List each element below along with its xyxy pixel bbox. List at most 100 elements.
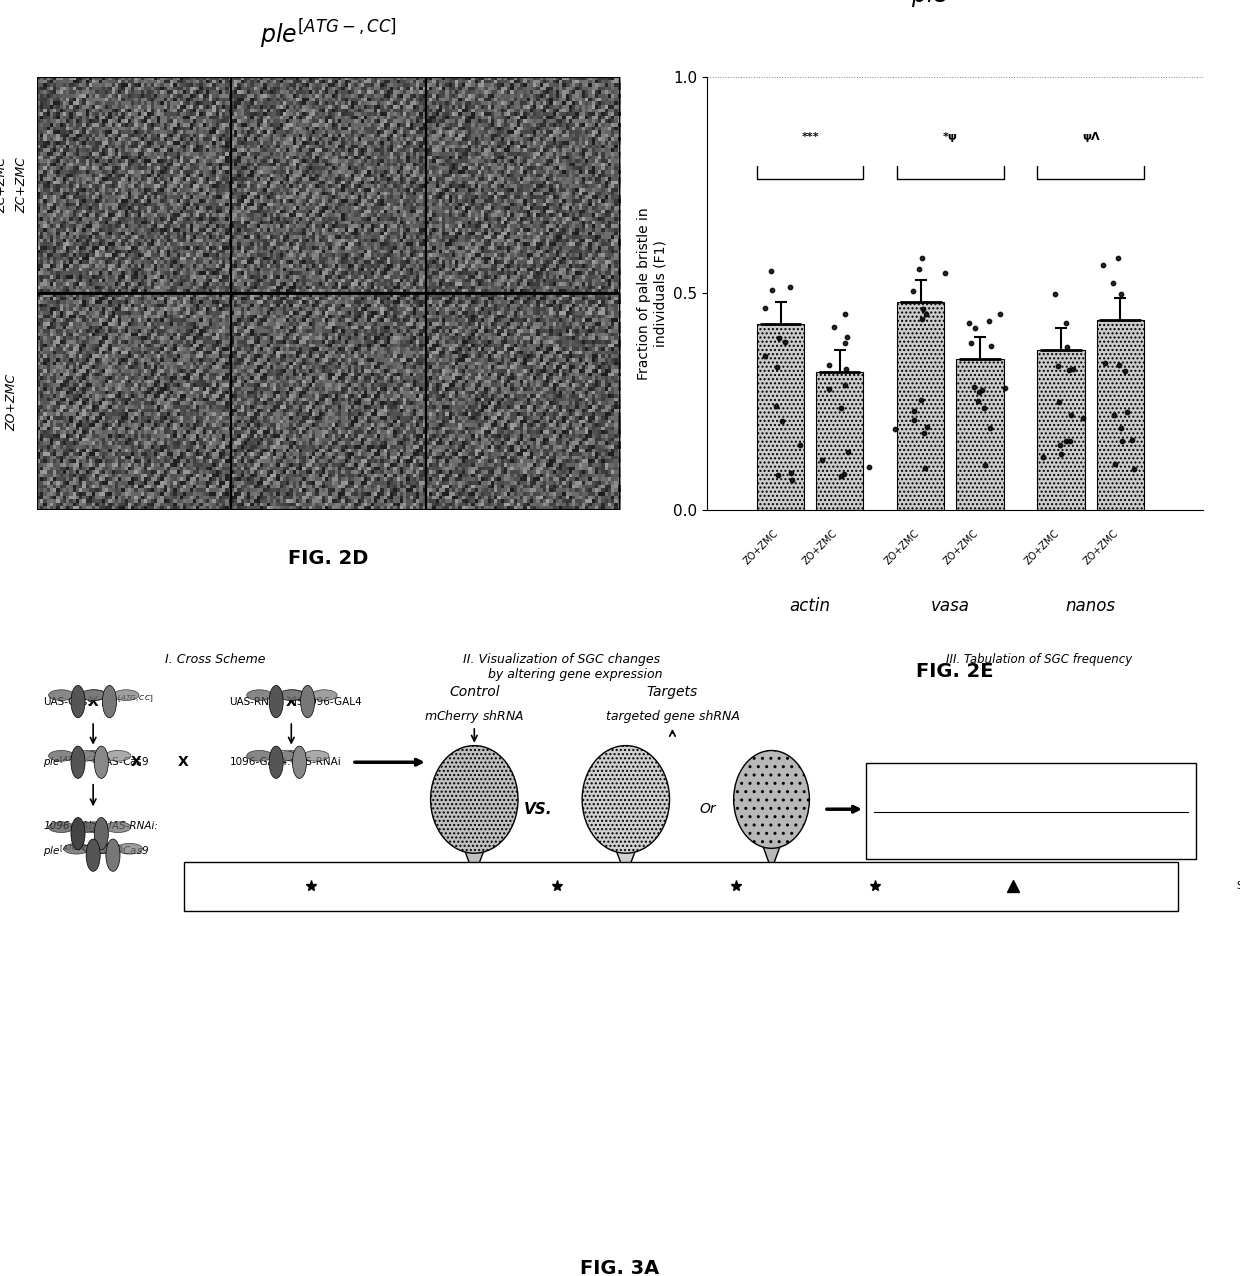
Point — [1056, 337, 1076, 357]
Ellipse shape — [82, 822, 108, 832]
Text: vasa: vasa — [931, 597, 970, 615]
Text: Control: Control — [449, 685, 500, 699]
Ellipse shape — [94, 818, 108, 850]
Point — [980, 417, 999, 438]
Ellipse shape — [280, 750, 305, 762]
Bar — [37, 293, 232, 510]
Point — [996, 378, 1016, 398]
Point — [1049, 435, 1069, 456]
Point — [904, 281, 924, 301]
FancyBboxPatch shape — [184, 863, 1178, 911]
Point — [935, 263, 955, 283]
Text: ZC+ZMC: ZC+ZMC — [0, 157, 9, 213]
Ellipse shape — [105, 840, 120, 872]
Point — [775, 332, 795, 352]
Text: Pale bristle fraction of Control: Pale bristle fraction of Control — [879, 826, 1055, 838]
Bar — [425, 293, 620, 510]
Bar — [756, 324, 805, 510]
Text: ***: *** — [801, 131, 818, 142]
Bar — [956, 359, 1003, 510]
Point — [968, 383, 988, 403]
Point — [1105, 454, 1125, 475]
Point — [1063, 359, 1083, 379]
Point — [812, 449, 832, 470]
Point — [1092, 254, 1112, 274]
Text: II. Visualization of SGC changes
       by altering gene expression: II. Visualization of SGC changes by alte… — [460, 653, 663, 680]
Text: $ple^{[ATG-,CC]}$: $ple^{[ATG-,CC]}$ — [911, 0, 1048, 11]
Ellipse shape — [734, 750, 810, 849]
Text: Pale bristle fraction of Targets: Pale bristle fraction of Targets — [879, 790, 1055, 803]
Text: ZO+ZMC: ZO+ZMC — [5, 374, 19, 430]
Point — [782, 470, 802, 490]
Point — [1122, 430, 1142, 450]
Point — [1110, 355, 1130, 375]
Point — [755, 297, 775, 318]
Point — [836, 304, 856, 324]
Point — [1060, 404, 1080, 425]
Ellipse shape — [293, 746, 306, 778]
Ellipse shape — [86, 840, 100, 872]
Point — [1055, 430, 1075, 450]
Point — [755, 346, 775, 366]
Polygon shape — [613, 841, 639, 875]
Text: X: X — [88, 694, 98, 708]
Ellipse shape — [48, 690, 74, 701]
Point — [909, 259, 929, 279]
Point — [1033, 447, 1053, 467]
Ellipse shape — [280, 690, 305, 701]
Text: ZC+ZMC: ZC+ZMC — [15, 157, 29, 213]
Text: $ple^{[ATG,CC]}$:UAS-Cas9: $ple^{[ATG,CC]}$:UAS-Cas9 — [43, 843, 150, 859]
Point — [766, 356, 786, 376]
Ellipse shape — [430, 745, 518, 854]
Text: CopyCatcher/gRNA: CopyCatcher/gRNA — [329, 880, 428, 891]
Point — [1115, 361, 1135, 382]
Point — [831, 466, 851, 486]
Point — [763, 279, 782, 300]
Text: UAS-RNAi: UAS-RNAi — [229, 697, 279, 707]
Text: targeted gene shRNA: targeted gene shRNA — [605, 709, 739, 722]
Ellipse shape — [270, 750, 295, 762]
Text: MS1096-GAL4: MS1096-GAL4 — [288, 697, 361, 707]
Ellipse shape — [63, 843, 89, 854]
Text: ZO+ZMC: ZO+ZMC — [743, 528, 781, 567]
Point — [965, 376, 985, 397]
Text: UAS-RNAi: UAS-RNAi — [754, 880, 804, 891]
Ellipse shape — [300, 685, 315, 717]
Ellipse shape — [94, 746, 108, 778]
Ellipse shape — [278, 690, 304, 701]
Point — [972, 380, 992, 401]
Point — [1102, 273, 1122, 293]
Point — [770, 328, 790, 348]
Bar — [816, 371, 863, 510]
Text: Or: Or — [699, 803, 715, 817]
Text: X: X — [131, 755, 141, 769]
Ellipse shape — [82, 690, 108, 701]
Point — [904, 401, 924, 421]
Point — [911, 389, 931, 410]
Point — [1117, 402, 1137, 422]
Ellipse shape — [72, 750, 98, 762]
Point — [915, 458, 935, 478]
Point — [961, 333, 981, 353]
Text: ZO+ZMC: ZO+ZMC — [883, 528, 921, 567]
Point — [773, 411, 792, 431]
Point — [968, 390, 988, 411]
Point — [833, 463, 853, 484]
Point — [1105, 404, 1125, 425]
Ellipse shape — [72, 822, 98, 832]
Point — [769, 464, 789, 485]
Ellipse shape — [97, 843, 123, 854]
Point — [838, 443, 858, 463]
Point — [981, 336, 1001, 356]
Ellipse shape — [71, 685, 86, 717]
Text: *ψ: *ψ — [942, 131, 957, 142]
Ellipse shape — [48, 750, 74, 762]
Ellipse shape — [269, 685, 283, 717]
Text: FIG. 3A: FIG. 3A — [580, 1259, 660, 1276]
Point — [960, 313, 980, 333]
Point — [884, 419, 904, 439]
Point — [820, 379, 839, 399]
Text: ZO+ZMC: ZO+ZMC — [941, 528, 980, 567]
Text: UAS-Cas9: UAS-Cas9 — [892, 880, 944, 891]
Ellipse shape — [105, 822, 130, 832]
